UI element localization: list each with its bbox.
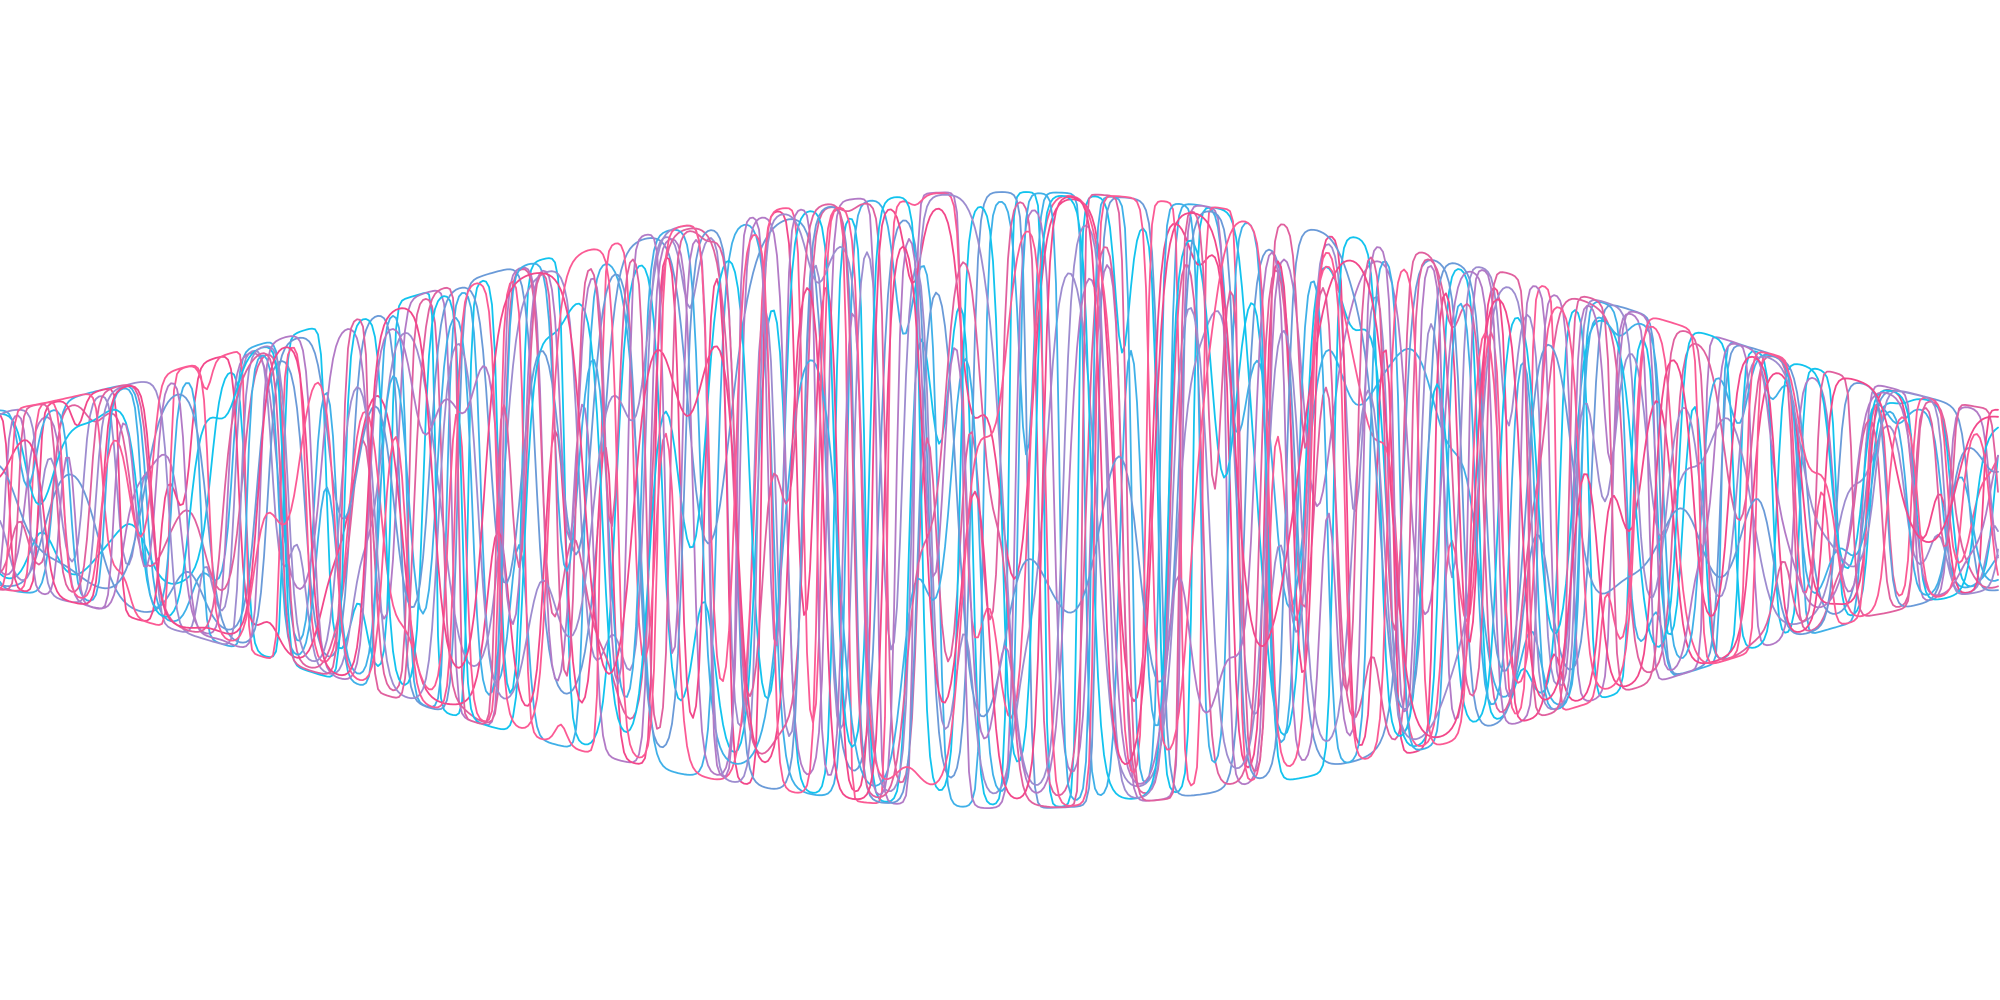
wave-line — [0, 196, 1999, 801]
wave-line — [0, 193, 1999, 809]
wave-line — [0, 192, 1999, 804]
wave-line — [0, 191, 1999, 808]
wave-line — [0, 191, 1999, 809]
wave-line — [0, 195, 1999, 807]
wave-line — [0, 208, 1999, 796]
wave-line — [0, 193, 1999, 799]
